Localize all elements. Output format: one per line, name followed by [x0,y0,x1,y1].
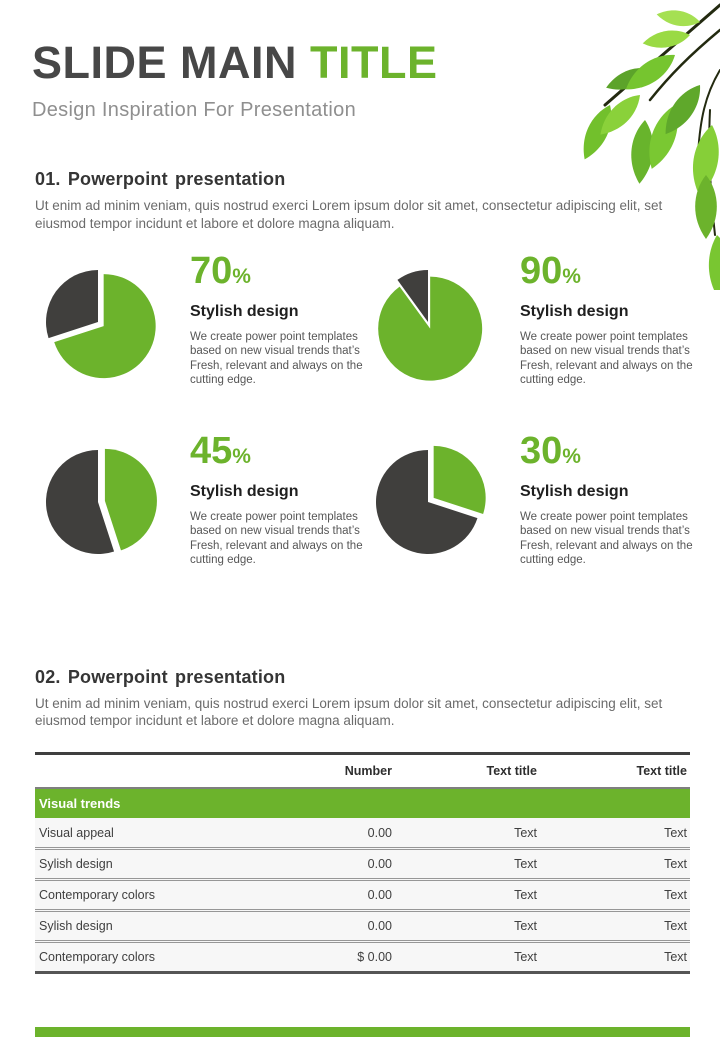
section-01-body: Ut enim ad minim veniam, quis nostrud ex… [35,198,663,231]
section-01: 01. Powerpoint presentation Ut enim ad m… [0,169,720,233]
table-header-row: Number Text title Text title [35,753,690,788]
pie-chart-90 [370,250,520,430]
row-text-1: Text [395,817,540,849]
table-row: Contemporary colors 0.00 Text Text [35,879,690,911]
stat-title: Stylish design [520,482,629,500]
stat-card-90: 90% Stylish design We create power point… [370,250,700,430]
pie-chart-70 [40,250,190,430]
section-01-heading: 01. Powerpoint presentation [35,169,286,189]
footer-accent-bar [35,1027,690,1037]
data-table: Number Text title Text title Visual tren… [35,752,690,974]
stats-grid: 70% Stylish design We create power point… [40,250,720,610]
stat-percent-value: 90 [520,249,563,292]
page-title: SLIDE MAIN TITLE [32,40,720,85]
row-text-1: Text [395,910,540,942]
stat-text: 90% Stylish design We create power point… [520,250,700,430]
row-number: 0.00 [305,848,395,880]
table-row: Sylish design 0.00 Text Text [35,910,690,942]
section-02: 02. Powerpoint presentation Ut enim ad m… [0,667,720,731]
row-number: $ 0.00 [305,941,395,973]
col-header-number: Number [344,764,392,778]
stat-title: Stylish design [190,302,299,320]
pie-chart-30 [370,430,520,610]
header: SLIDE MAIN TITLE Design Inspiration For … [0,0,720,122]
percent-sign: % [562,264,581,288]
stat-title: Stylish design [190,482,299,500]
page-subtitle: Design Inspiration For Presentation [32,99,356,121]
percent-sign: % [562,444,581,468]
stat-percent: 70% [190,252,370,290]
col-header-text-title-1: Text title [486,764,537,778]
row-text-2: Text [540,848,690,880]
stat-text: 70% Stylish design We create power point… [190,250,370,430]
col-header-text-title-2: Text title [636,764,687,778]
row-text-1: Text [395,848,540,880]
stat-description: We create power point templates based on… [520,510,693,567]
stat-description: We create power point templates based on… [520,330,693,387]
table-group-row: Visual trends [35,787,690,818]
pie-chart-45 [40,430,190,610]
stat-percent-value: 70 [190,249,233,292]
table-row: Contemporary colors $ 0.00 Text Text [35,941,690,973]
col-header-empty [35,754,305,788]
page-title-accent: TITLE [310,37,438,88]
stat-card-30: 30% Stylish design We create power point… [370,430,700,610]
stat-card-70: 70% Stylish design We create power point… [40,250,370,430]
stat-description: We create power point templates based on… [190,330,363,387]
row-label: Sylish design [35,910,305,942]
stat-text: 30% Stylish design We create power point… [520,430,700,610]
percent-sign: % [232,264,251,288]
row-text-2: Text [540,879,690,911]
stat-percent-value: 45 [190,429,233,472]
row-label: Contemporary colors [35,879,305,911]
row-text-2: Text [540,941,690,973]
section-02-body: Ut enim ad minim veniam, quis nostrud ex… [35,695,663,729]
stat-percent-value: 30 [520,429,563,472]
row-text-2: Text [540,817,690,849]
row-label: Contemporary colors [35,941,305,973]
stat-title: Stylish design [520,302,629,320]
page-title-dark: SLIDE MAIN [32,37,311,88]
row-number: 0.00 [305,910,395,942]
group-header-label: Visual trends [35,787,690,818]
row-text-2: Text [540,910,690,942]
section-02-heading: 02. Powerpoint presentation [35,666,286,687]
stat-card-45: 45% Stylish design We create power point… [40,430,370,610]
stat-percent: 30% [520,432,700,470]
row-number: 0.00 [305,879,395,911]
row-number: 0.00 [305,817,395,849]
row-label: Sylish design [35,848,305,880]
stat-description: We create power point templates based on… [190,510,363,567]
row-text-1: Text [395,941,540,973]
stat-percent: 45% [190,432,370,470]
row-text-1: Text [395,879,540,911]
stat-text: 45% Stylish design We create power point… [190,430,370,610]
table-row: Visual appeal 0.00 Text Text [35,817,690,849]
percent-sign: % [232,444,251,468]
table-row: Sylish design 0.00 Text Text [35,848,690,880]
row-label: Visual appeal [35,817,305,849]
stat-percent: 90% [520,252,700,290]
